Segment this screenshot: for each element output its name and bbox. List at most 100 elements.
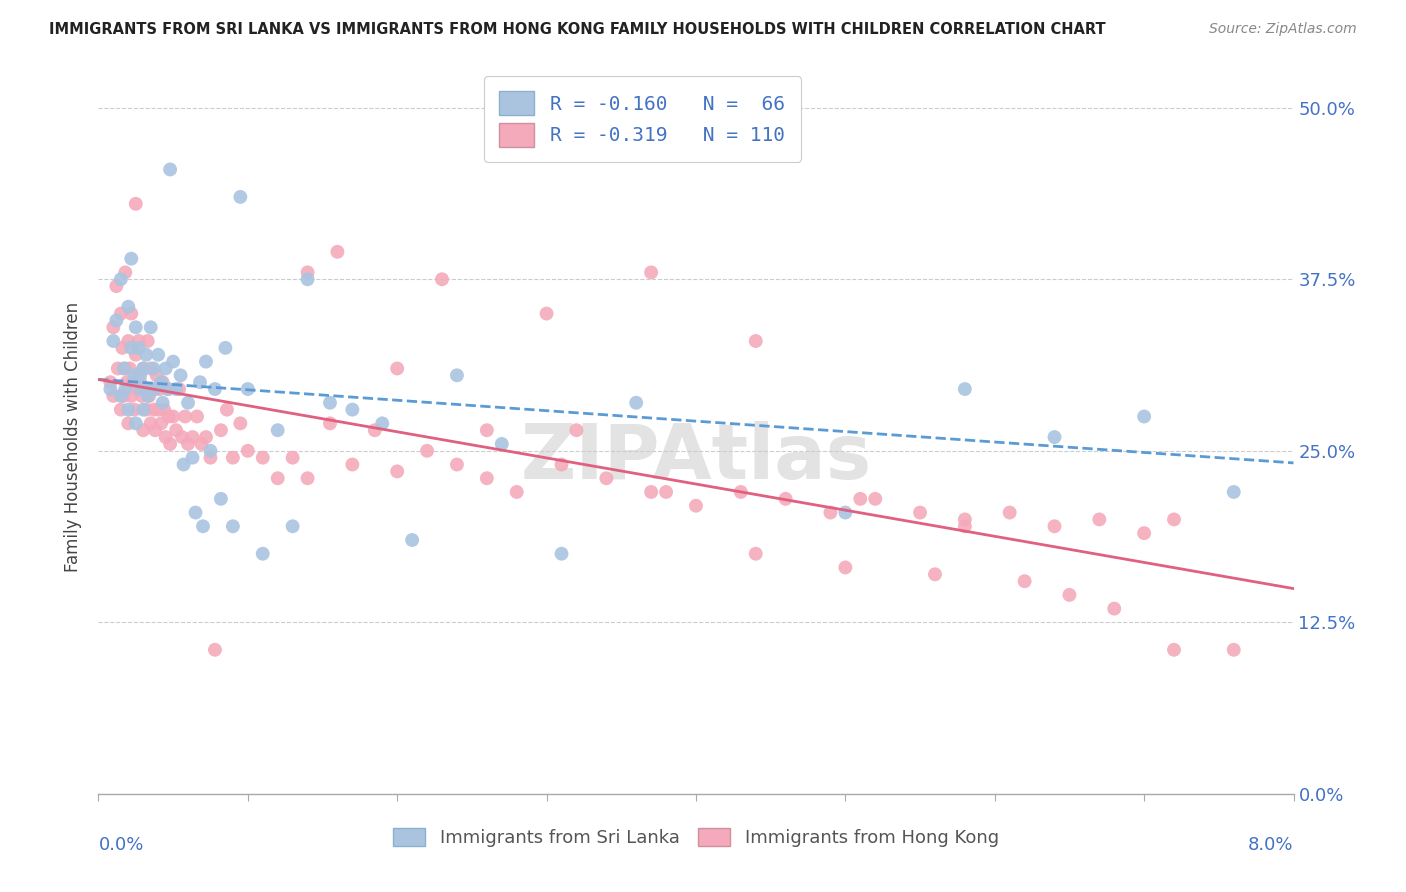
Point xyxy=(1163,642,1185,657)
Point xyxy=(157,409,180,424)
Point xyxy=(714,142,737,156)
Point xyxy=(131,389,153,403)
Point xyxy=(136,389,159,403)
Point xyxy=(117,417,139,431)
Point xyxy=(209,423,232,437)
Point xyxy=(1104,601,1126,615)
Point xyxy=(117,334,139,348)
Point xyxy=(149,382,172,396)
Point xyxy=(385,361,409,376)
Point xyxy=(103,389,125,403)
Point xyxy=(110,307,132,321)
Point xyxy=(139,417,162,431)
Point xyxy=(148,348,170,362)
Point xyxy=(115,375,138,389)
Point xyxy=(139,320,162,334)
Point xyxy=(148,402,170,417)
Point xyxy=(297,265,319,279)
Point xyxy=(129,375,152,389)
Point xyxy=(297,471,319,485)
Point xyxy=(775,491,797,506)
Point xyxy=(167,382,190,396)
Point xyxy=(730,485,752,500)
Point xyxy=(506,485,529,500)
Point xyxy=(229,417,252,431)
Point xyxy=(110,402,132,417)
Point xyxy=(214,341,236,355)
Point xyxy=(105,279,128,293)
Point xyxy=(222,450,245,465)
Point xyxy=(135,402,157,417)
Point xyxy=(162,354,184,368)
Point xyxy=(446,458,468,472)
Point xyxy=(475,471,498,485)
Point xyxy=(385,464,409,478)
Point xyxy=(364,423,387,437)
Point xyxy=(953,519,976,533)
Point xyxy=(165,423,187,437)
Point xyxy=(169,368,191,383)
Point xyxy=(111,341,134,355)
Point xyxy=(834,560,856,574)
Point xyxy=(849,491,872,506)
Point xyxy=(165,382,187,396)
Point xyxy=(155,430,177,444)
Point xyxy=(134,382,156,396)
Point xyxy=(550,458,572,472)
Point xyxy=(1163,512,1185,526)
Point xyxy=(120,307,142,321)
Point xyxy=(1223,642,1246,657)
Point xyxy=(267,423,290,437)
Point xyxy=(595,471,617,485)
Point xyxy=(117,300,139,314)
Point xyxy=(152,375,174,389)
Point xyxy=(120,341,142,355)
Point xyxy=(156,382,179,396)
Point xyxy=(924,567,946,582)
Point xyxy=(103,320,125,334)
Point xyxy=(326,244,349,259)
Point xyxy=(195,354,218,368)
Point xyxy=(200,443,222,458)
Point xyxy=(745,547,768,561)
Point xyxy=(1223,485,1246,500)
Point xyxy=(181,430,204,444)
Text: Source: ZipAtlas.com: Source: ZipAtlas.com xyxy=(1209,22,1357,37)
Point xyxy=(125,417,148,431)
Point xyxy=(145,368,167,383)
Point xyxy=(177,396,200,410)
Point xyxy=(252,547,274,561)
Point xyxy=(150,375,173,389)
Point xyxy=(159,162,181,177)
Point xyxy=(236,443,259,458)
Point xyxy=(186,409,208,424)
Point xyxy=(132,402,155,417)
Point xyxy=(153,402,176,417)
Point xyxy=(319,417,342,431)
Point xyxy=(953,382,976,396)
Point xyxy=(191,519,214,533)
Point xyxy=(834,506,856,520)
Point xyxy=(204,382,226,396)
Point xyxy=(1043,430,1066,444)
Point xyxy=(110,389,132,403)
Point xyxy=(1043,519,1066,533)
Point xyxy=(138,389,160,403)
Point xyxy=(142,361,165,376)
Point xyxy=(342,402,364,417)
Point xyxy=(114,382,136,396)
Point xyxy=(152,396,174,410)
Point xyxy=(129,382,152,396)
Point xyxy=(125,196,148,211)
Point xyxy=(107,361,129,376)
Point xyxy=(124,368,146,383)
Point xyxy=(132,361,155,376)
Point xyxy=(162,409,184,424)
Point xyxy=(222,519,245,533)
Point xyxy=(475,423,498,437)
Point xyxy=(229,190,252,204)
Point xyxy=(172,430,194,444)
Point xyxy=(132,423,155,437)
Point xyxy=(159,437,181,451)
Point xyxy=(820,506,842,520)
